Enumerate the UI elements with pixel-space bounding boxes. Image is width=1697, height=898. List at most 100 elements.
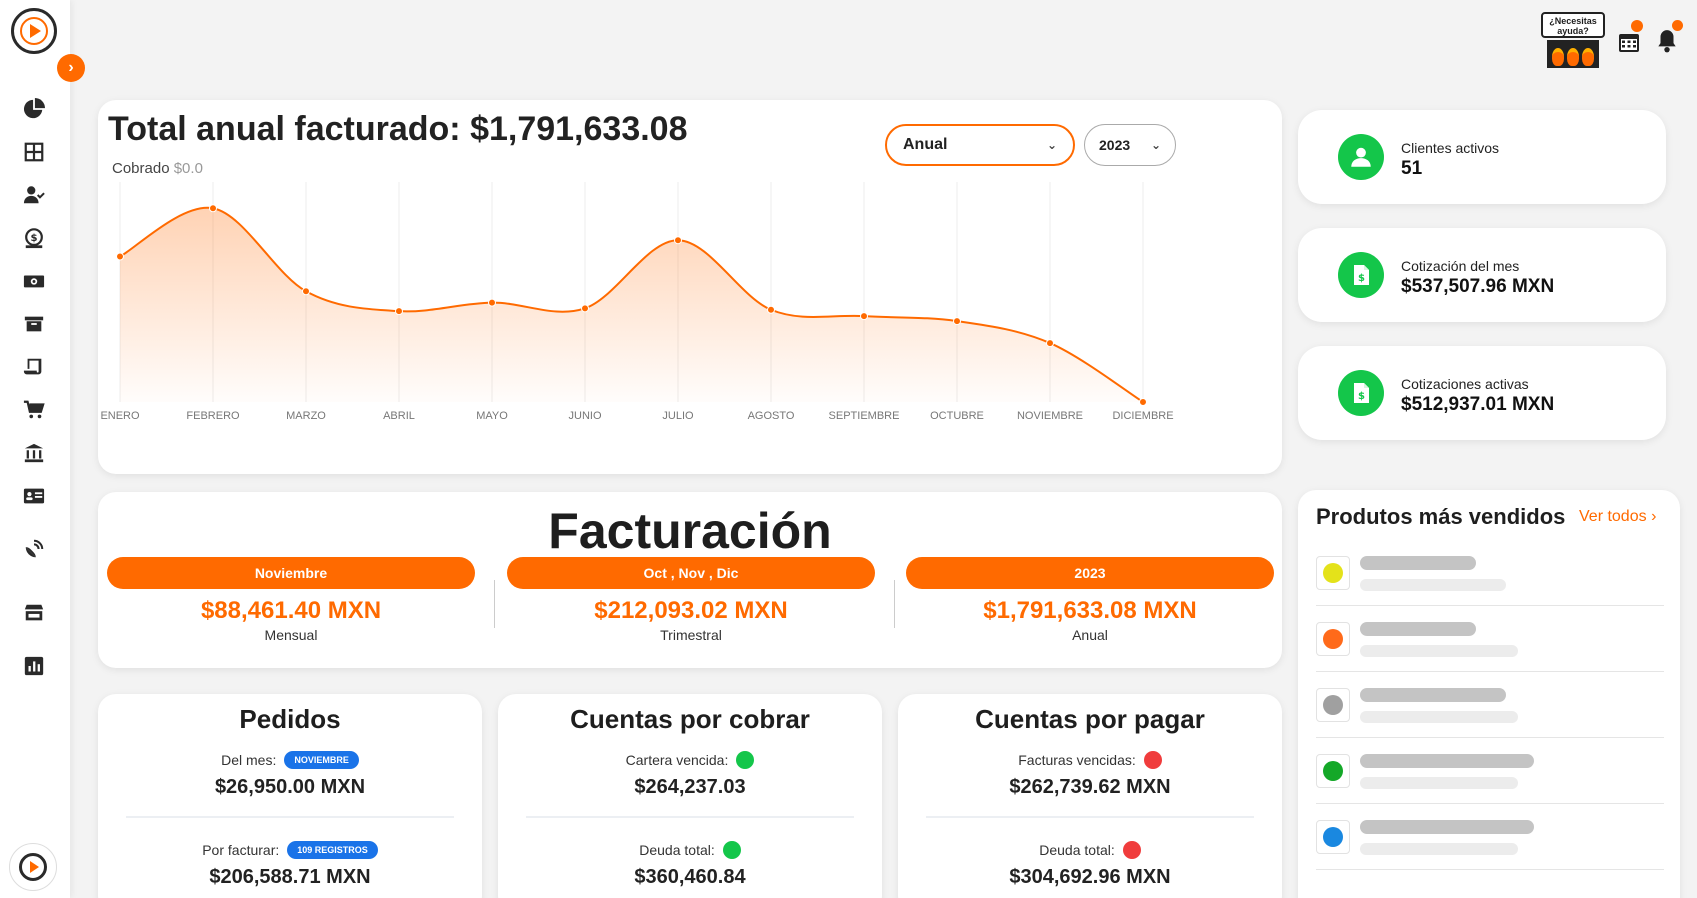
facturacion-annual-amount: $1,791,633.08 MXN: [983, 597, 1197, 624]
cotizacion-mes-card[interactable]: $ Cotización del mes $537,507.96 MXN: [1298, 228, 1666, 322]
cotizaciones-activas-card[interactable]: $ Cotizaciones activas $512,937.01 MXN: [1298, 346, 1666, 440]
see-all-link[interactable]: Ver todos ›: [1579, 508, 1656, 526]
bank-icon[interactable]: [22, 442, 46, 464]
cobrar-total-label: Deuda total:: [639, 842, 715, 858]
pagar-total-value: $304,692.96 MXN: [1009, 866, 1171, 888]
store-icon[interactable]: [22, 602, 46, 624]
cobrado-label: Cobrado: [112, 160, 170, 177]
cobrar-total-row: Deuda total:: [498, 841, 882, 859]
stat-value: $537,507.96 MXN: [1401, 276, 1555, 297]
x-tick-label: FEBRERO: [186, 410, 240, 422]
annual-billing-chart-card: Total anual facturado: $1,791,633.08 Cob…: [98, 100, 1282, 474]
pedidos-title: Pedidos: [239, 704, 341, 734]
pedidos-pending-row: Por facturar: 109 REGISTROS: [98, 841, 482, 859]
money-icon[interactable]: [22, 270, 46, 292]
facturacion-monthly-label: Mensual: [264, 627, 318, 643]
calendar-icon[interactable]: [1617, 20, 1643, 54]
product-list-item[interactable]: [1316, 608, 1664, 672]
facturacion-monthly-amount: $88,461.40 MXN: [200, 597, 382, 624]
bell-icon[interactable]: [1654, 20, 1683, 54]
stat-label: Cotización del mes: [1401, 258, 1520, 274]
chart-point-noviembre[interactable]: [1046, 339, 1054, 348]
cobrar-overdue-row: Cartera vencida:: [498, 751, 882, 769]
product-list-item[interactable]: [1316, 740, 1664, 804]
product-name-placeholder: [1360, 688, 1506, 702]
x-tick-label: MAYO: [476, 410, 508, 422]
cuentas-por-pagar-card[interactable]: Cuentas por pagar Facturas vencidas: $26…: [898, 694, 1282, 898]
x-tick-label: DICIEMBRE: [1112, 410, 1173, 422]
cobrado-summary: Cobrado $0.0: [112, 160, 203, 177]
facturacion-card: Facturación Noviembre $88,461.40 MXN Men…: [98, 492, 1282, 668]
svg-text:$: $: [30, 233, 37, 244]
chart-point-febrero[interactable]: [209, 204, 217, 213]
chart-point-marzo[interactable]: [302, 287, 310, 296]
x-tick-label: ABRIL: [383, 410, 415, 422]
cuentas-por-cobrar-card[interactable]: Cuentas por cobrar Cartera vencida: $264…: [498, 694, 882, 898]
chart-point-diciembre[interactable]: [1139, 398, 1147, 406]
x-tick-label: MARZO: [286, 410, 326, 422]
help-widget[interactable]: ¿Necesitas ayuda?: [1541, 12, 1605, 68]
chart-point-julio[interactable]: [674, 236, 682, 245]
x-tick-label: JUNIO: [569, 410, 602, 422]
coin-icon[interactable]: $: [22, 227, 46, 249]
svg-text:$: $: [1358, 273, 1365, 284]
chart-point-junio[interactable]: [581, 304, 589, 313]
product-thumbnail: [1316, 754, 1350, 788]
product-name-placeholder: [1360, 556, 1476, 570]
id-card-icon[interactable]: [22, 485, 46, 507]
app-logo[interactable]: [11, 8, 57, 54]
chevron-down-icon: ⌄: [1150, 138, 1161, 152]
cart-icon[interactable]: [22, 399, 46, 421]
chart-point-enero[interactable]: [116, 252, 124, 261]
product-thumbnail: [1316, 556, 1350, 590]
pie-chart-icon[interactable]: [22, 98, 46, 120]
pagar-total-label: Deuda total:: [1039, 842, 1115, 858]
product-list-item[interactable]: [1316, 674, 1664, 738]
pagar-overdue-label: Facturas vencidas:: [1018, 752, 1136, 768]
divider: [926, 816, 1254, 818]
invoice-icon: $: [1338, 370, 1384, 416]
product-thumbnail: [1316, 622, 1350, 656]
divider: [126, 816, 454, 818]
product-thumbnail: [1316, 820, 1350, 854]
x-tick-label: NOVIEMBRE: [1017, 410, 1083, 422]
stat-label: Cotizaciones activas: [1401, 376, 1529, 392]
pedidos-card[interactable]: Pedidos Del mes: NOVIEMBRE $26,950.00 MX…: [98, 694, 482, 898]
chart-point-agosto[interactable]: [767, 305, 775, 314]
satellite-icon[interactable]: [22, 538, 46, 560]
product-color-dot: [1323, 695, 1343, 715]
divider: [494, 580, 495, 628]
top-products-card: Produtos más vendidos Ver todos ›: [1298, 490, 1680, 898]
divider: [894, 580, 895, 628]
product-color-dot: [1323, 629, 1343, 649]
archive-icon[interactable]: [22, 313, 46, 335]
user-check-icon[interactable]: [22, 184, 46, 206]
period-select[interactable]: Anual ⌄: [885, 124, 1075, 166]
chevron-right-icon: ›: [68, 59, 74, 76]
facturacion-quarterly-pill: Oct , Nov , Dic: [507, 557, 875, 589]
sidebar-expand-button[interactable]: ›: [57, 54, 85, 82]
scroll-icon[interactable]: [22, 356, 46, 378]
product-list-item[interactable]: [1316, 542, 1664, 606]
calendar-notification-dot: [1631, 20, 1643, 32]
year-select[interactable]: 2023 ⌄: [1084, 124, 1176, 166]
chart-point-septiembre[interactable]: [860, 312, 868, 321]
pedidos-pending-value: $206,588.71 MXN: [209, 866, 371, 888]
x-tick-label: ENERO: [100, 410, 140, 422]
status-dot: [1143, 751, 1162, 769]
product-list-item[interactable]: [1316, 806, 1664, 870]
grid-icon[interactable]: [22, 141, 46, 163]
bar-chart-icon[interactable]: [22, 655, 46, 677]
pagar-overdue-value: $262,739.62 MXN: [1009, 776, 1171, 798]
pagar-overdue-row: Facturas vencidas:: [898, 751, 1282, 769]
clientes-activos-card[interactable]: Clientes activos 51: [1298, 110, 1666, 204]
chart-point-mayo[interactable]: [488, 298, 496, 307]
chart-point-octubre[interactable]: [953, 317, 961, 326]
chart-series-line: [119, 206, 1144, 403]
app-logo-footer[interactable]: [9, 843, 57, 891]
cobrar-total-value: $360,460.84: [634, 866, 746, 888]
chart-point-abril[interactable]: [395, 307, 403, 316]
billing-area-chart: ENERO FEBRERO MARZO ABRIL MAYO JUNIO JULIO AGOS…: [100, 182, 1174, 422]
cobrar-overdue-label: Cartera vencida:: [625, 752, 729, 768]
facturacion-annual: 2023 $1,791,633.08 MXN Anual: [906, 557, 1274, 643]
